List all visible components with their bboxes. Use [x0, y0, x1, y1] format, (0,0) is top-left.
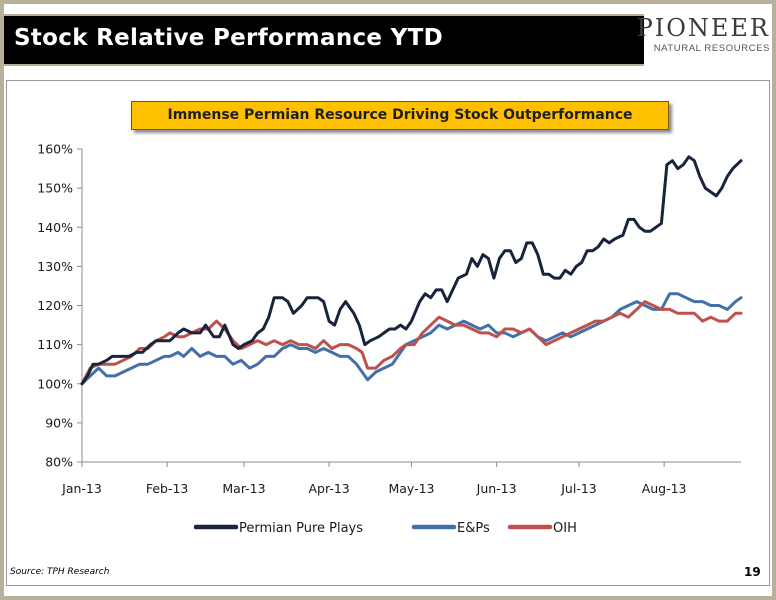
x-tick-label: Aug-13: [642, 481, 687, 496]
x-tick-label: Jul-13: [560, 481, 597, 496]
x-tick-label: Jun-13: [476, 481, 517, 496]
series-line-1: [80, 292, 743, 386]
y-tick-label: 140%: [37, 220, 73, 235]
logo-wordmark: PIONEER: [636, 14, 770, 42]
y-tick-label: 100%: [37, 376, 73, 391]
series-layer: [80, 155, 743, 386]
legend-label-2: OIH: [553, 521, 577, 536]
y-tick-label: 120%: [37, 298, 73, 313]
chart-legend: Permian Pure Plays E&Ps OIH: [193, 521, 577, 536]
chart-axes: 80% 90% 100% 110% 120% 130% 140% 150% 160% Jan-13…: [37, 142, 741, 496]
company-logo: PIONEER NATURAL RESOURCES: [637, 14, 770, 64]
chart-panel: [6, 80, 770, 586]
x-tick-label: Apr-13: [309, 481, 350, 496]
logo-tagline: NATURAL RESOURCES: [653, 43, 770, 54]
x-tick-label: Jan-13: [61, 481, 102, 496]
legend-label-0: Permian Pure Plays: [239, 521, 363, 536]
legend-label-1: E&Ps: [457, 521, 490, 536]
y-tick-label: 160%: [37, 142, 73, 157]
series-line-2: [80, 300, 743, 386]
x-tick-label: Mar-13: [222, 481, 265, 496]
page-number: 19: [744, 565, 761, 579]
x-tick-label: Feb-13: [146, 481, 189, 496]
series-line-0: [80, 155, 743, 386]
y-tick-label: 90%: [45, 415, 73, 430]
slide-header: Stock Relative Performance YTD: [4, 14, 644, 66]
y-tick-label: 130%: [37, 259, 73, 274]
y-tick-label: 150%: [37, 181, 73, 196]
y-tick-label: 80%: [45, 455, 73, 470]
slide-title: Stock Relative Performance YTD: [14, 25, 443, 51]
y-tick-label: 110%: [37, 337, 73, 352]
source-note: Source: TPH Research: [10, 567, 110, 577]
x-tick-label: May-13: [388, 481, 434, 496]
chart-callout-banner: Immense Permian Resource Driving Stock O…: [131, 101, 669, 130]
